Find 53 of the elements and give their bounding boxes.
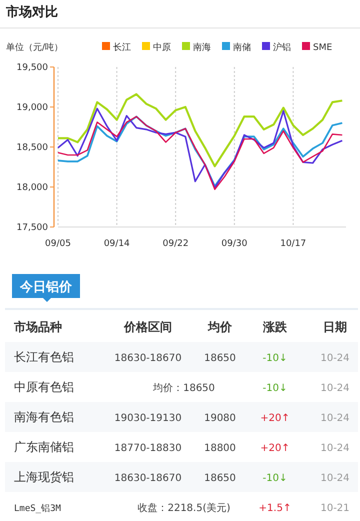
text: -10↓	[262, 383, 288, 394]
text: 19030-19130	[114, 413, 182, 424]
text: 18800	[204, 443, 236, 454]
y-tick-label: 19,500	[16, 63, 48, 74]
text: 10-24	[320, 473, 350, 484]
text: 10-24	[320, 413, 350, 424]
text: 10-24	[320, 383, 350, 394]
y-tick-label: 17,500	[16, 223, 48, 234]
text: +20↑	[260, 413, 290, 424]
category-label: 市场品种	[13, 320, 62, 334]
x-tick-label: 09/22	[162, 239, 189, 249]
category-label: 均价	[207, 320, 233, 334]
text: 今日铝价	[19, 280, 73, 295]
x-tick-label: 09/14	[104, 239, 130, 249]
y-tick-label: 19,000	[16, 103, 48, 114]
text: 10-21	[320, 503, 350, 514]
x-tick-label: 09/30	[221, 239, 248, 249]
text: -10↓	[262, 353, 288, 364]
line-series	[56, 93, 344, 168]
text: -10↓	[262, 473, 288, 484]
text: +1.5↑	[258, 503, 292, 514]
category-label: 日期	[323, 320, 347, 334]
category-label: 南海有色铝	[14, 410, 74, 424]
legend-label: 南海	[193, 42, 211, 53]
legend-label: 沪铝	[273, 42, 291, 53]
text: 18770-18830	[114, 443, 182, 454]
chart-title: 市场对比	[5, 4, 58, 20]
text: 18630-18670	[114, 473, 182, 484]
category-label: 长江有色铝	[14, 350, 74, 364]
text: 18650	[204, 473, 236, 484]
x-tick-label: 09/05	[45, 239, 71, 249]
text: 收盘：2218.5(美元)	[138, 503, 230, 514]
category-label: 上海现货铝	[14, 470, 74, 484]
text: +20↑	[260, 443, 290, 454]
y-tick-label: 18,000	[16, 183, 48, 194]
category-label: 广东南储铝	[14, 440, 74, 454]
category-label: LmeS_铝3M	[14, 504, 61, 514]
text: 18650	[204, 353, 236, 364]
legend-label: 长江	[113, 42, 131, 53]
text: 10-24	[320, 353, 350, 364]
y-tick-label: 18,500	[16, 143, 48, 154]
legend-label: 中原	[153, 42, 171, 53]
text: 19080	[204, 413, 236, 424]
category-label: 价格区间	[123, 320, 172, 334]
x-tick-label: 10/17	[280, 239, 306, 249]
category-label: 中原有色铝	[14, 380, 74, 394]
text: 18630-18670	[114, 353, 182, 364]
category-label: 涨跌	[262, 320, 288, 334]
legend-label: 南储	[233, 42, 251, 53]
text: 10-24	[320, 443, 350, 454]
legend-label: SME	[313, 43, 332, 53]
y-axis-title: 单位（元/吨）	[6, 42, 64, 53]
text: 均价：18650	[153, 383, 215, 394]
